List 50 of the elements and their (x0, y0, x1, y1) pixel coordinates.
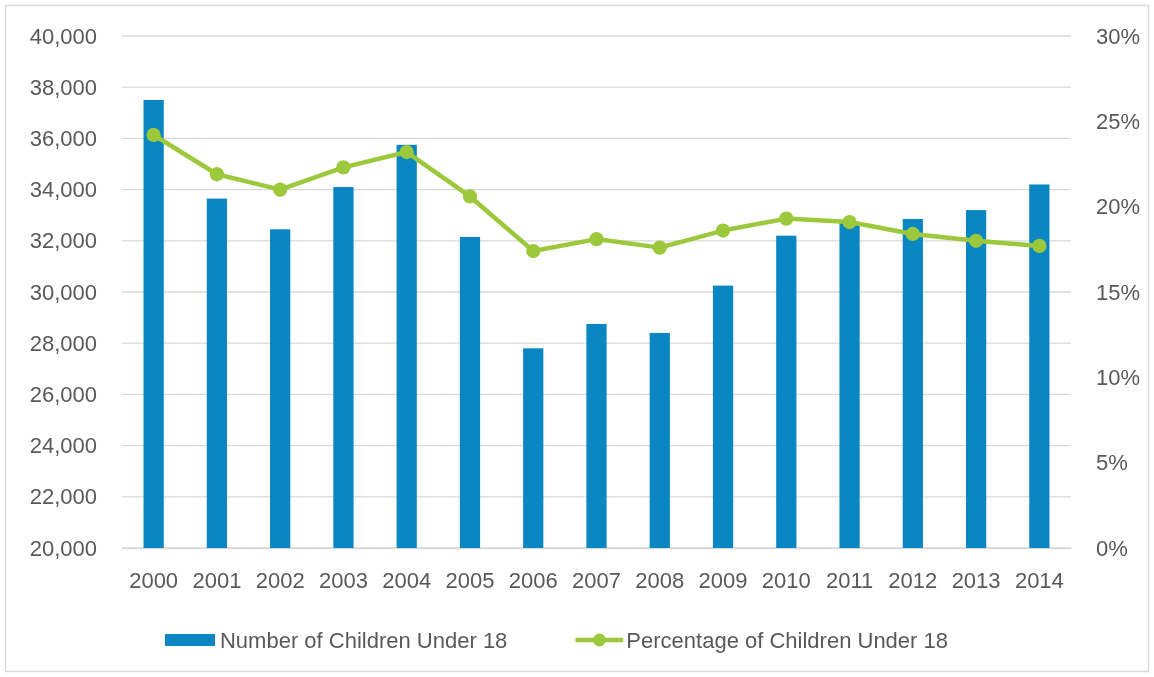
point (336, 160, 351, 175)
x-tick-label: 2012 (888, 567, 938, 593)
point (526, 243, 541, 259)
x-tick-label: 2009 (698, 567, 748, 593)
y-tick-label: 30,000 (29, 279, 97, 305)
y-tick-label: 38,000 (29, 74, 97, 100)
x-tick-label: 2013 (951, 567, 1001, 593)
y2-tick-label: 25% (1096, 108, 1141, 134)
point (209, 167, 225, 182)
point (273, 182, 288, 197)
point (968, 233, 984, 248)
x-tick-label: 2005 (445, 567, 495, 593)
y2-tick-label: 0% (1096, 535, 1128, 561)
point (1032, 238, 1047, 254)
x-tick-label: 2008 (635, 567, 685, 593)
legend-label: Number of Children Under 18 (219, 627, 508, 653)
x-tick-label: 2003 (318, 567, 368, 593)
x-tick-label: 2000 (129, 567, 179, 593)
point (462, 189, 478, 204)
point (905, 226, 920, 242)
point (652, 240, 667, 255)
x-tick-label: 2006 (508, 567, 558, 593)
y2-tick-label: 30% (1096, 23, 1141, 49)
y-tick-label: 40,000 (29, 23, 97, 49)
point (399, 144, 414, 160)
y-tick-label: 28,000 (29, 330, 97, 356)
point (842, 214, 857, 230)
x-tick-label: 2014 (1014, 567, 1064, 593)
y-tick-label: 32,000 (29, 228, 97, 254)
y-tick-label: 34,000 (29, 177, 97, 203)
x-tick-label: 2004 (382, 567, 432, 593)
x-tick-label: 2011 (825, 567, 874, 593)
point (589, 231, 604, 247)
legend-label: Percentage of Children Under 18 (626, 627, 949, 653)
x-tick-label: 2001 (192, 567, 242, 593)
y2-tick-label: 20% (1096, 194, 1141, 220)
x-tick-label: 2010 (761, 567, 811, 593)
y-tick-label: 20,000 (29, 535, 97, 561)
point (779, 211, 794, 226)
x-tick-label: 2002 (255, 567, 305, 593)
x-tick-label: 2007 (572, 567, 621, 593)
y-tick-label: 26,000 (29, 381, 97, 407)
y2-tick-label: 10% (1096, 364, 1141, 390)
point (146, 127, 161, 143)
point (715, 223, 731, 238)
y-tick-label: 36,000 (29, 125, 97, 151)
y-tick-label: 22,000 (29, 484, 97, 510)
y2-tick-label: 15% (1096, 279, 1141, 305)
y2-tick-label: 5% (1096, 450, 1128, 476)
y-tick-label: 24,000 (29, 433, 97, 459)
